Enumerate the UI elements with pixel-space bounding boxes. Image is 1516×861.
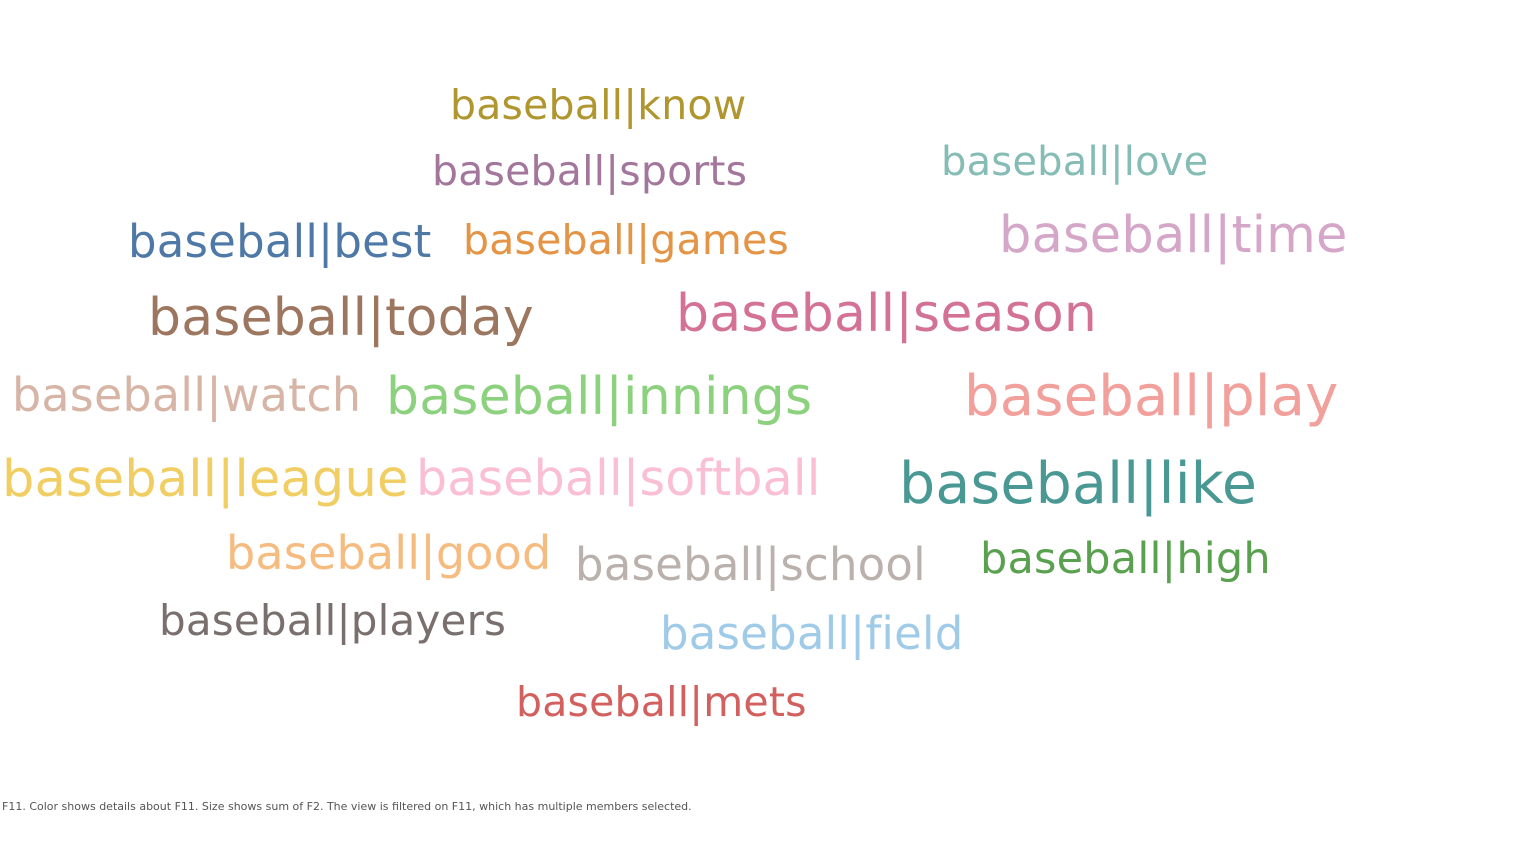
word-cloud-term: baseball|know bbox=[450, 81, 747, 129]
word-cloud: baseball|know baseball|sports baseball|lov… bbox=[2, 81, 1348, 726]
word-cloud-term: baseball|love bbox=[941, 139, 1209, 185]
word-cloud-term: baseball|like bbox=[899, 451, 1258, 517]
word-cloud-term: baseball|players bbox=[159, 596, 507, 645]
word-cloud-term: baseball|field bbox=[660, 607, 964, 660]
word-cloud-term: baseball|high bbox=[980, 534, 1271, 584]
chart-caption: F11. Color shows details about F11. Size… bbox=[2, 800, 692, 813]
word-cloud-term: baseball|season bbox=[676, 284, 1098, 344]
word-cloud-term: baseball|mets bbox=[516, 678, 807, 726]
word-cloud-term: baseball|innings bbox=[386, 367, 813, 427]
word-cloud-term: baseball|softball bbox=[416, 450, 821, 507]
word-cloud-term: baseball|today bbox=[148, 288, 534, 348]
word-cloud-term: baseball|league bbox=[2, 450, 409, 509]
word-cloud-term: baseball|sports bbox=[432, 147, 748, 195]
word-cloud-term: baseball|good bbox=[226, 526, 552, 580]
word-cloud-term: baseball|best bbox=[128, 215, 432, 268]
word-cloud-term: baseball|time bbox=[999, 206, 1348, 265]
word-cloud-term: baseball|play bbox=[964, 364, 1339, 429]
word-cloud-term: baseball|school bbox=[575, 538, 926, 591]
word-cloud-term: baseball|games bbox=[463, 216, 789, 264]
word-cloud-term: baseball|watch bbox=[12, 368, 362, 422]
